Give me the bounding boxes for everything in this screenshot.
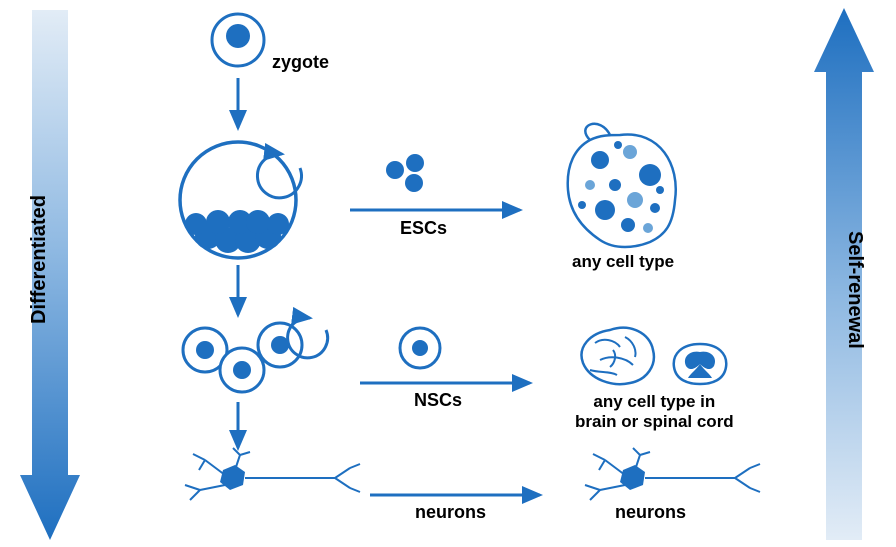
neuron-right-icon [585, 448, 760, 500]
nsc-icon [400, 328, 440, 368]
escs-icon [386, 154, 424, 192]
nscs-label: NSCs [414, 390, 462, 411]
nscs-outcome-label: any cell type in brain or spinal cord [575, 392, 734, 433]
embryo-icon [568, 124, 676, 247]
brain-icon [582, 328, 654, 384]
blastocyst-icon [180, 142, 296, 258]
diagram-canvas [0, 0, 896, 547]
escs-label: ESCs [400, 218, 447, 239]
escs-outcome-label: any cell type [572, 252, 674, 272]
zygote-label: zygote [272, 52, 329, 73]
zygote-icon [212, 14, 264, 66]
neurons-label: neurons [415, 502, 486, 523]
nscs-cluster-icon [183, 323, 302, 392]
neurons-outcome-label: neurons [615, 502, 686, 523]
spinal-cord-icon [674, 344, 727, 384]
neuron-left-icon [185, 448, 360, 500]
